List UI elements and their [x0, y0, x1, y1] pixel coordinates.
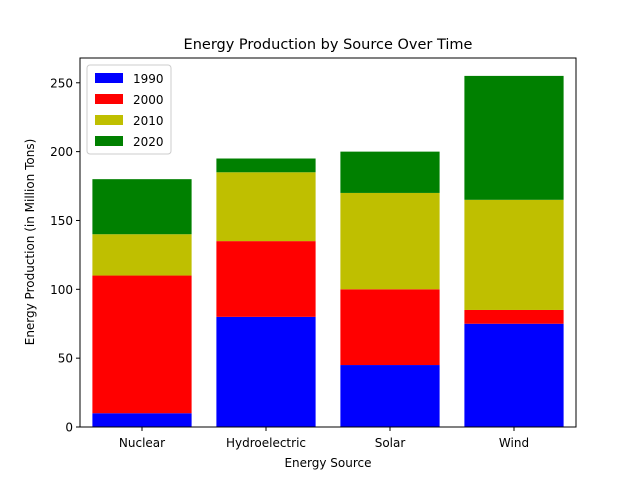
bar-solar-1990 [340, 365, 440, 427]
x-tick-label: Nuclear [119, 436, 165, 450]
bar-hydroelectric-2020 [216, 158, 316, 173]
bar-nuclear-2020 [92, 179, 192, 235]
legend-swatch-2010 [95, 115, 123, 125]
bar-wind-2000 [464, 309, 564, 324]
bar-nuclear-2010 [92, 234, 192, 276]
x-tick-label: Wind [499, 436, 529, 450]
bars-layer [92, 75, 564, 427]
y-tick-label: 50 [58, 352, 73, 366]
bar-wind-1990 [464, 323, 564, 427]
legend-label-2020: 2020 [133, 135, 164, 149]
plot-frame [79, 57, 577, 428]
bar-hydroelectric-1990 [216, 316, 316, 427]
chart-title: Energy Production by Source Over Time [184, 37, 473, 53]
legend-swatch-1990 [95, 73, 123, 83]
y-tick-label: 0 [65, 421, 73, 435]
legend-box [86, 64, 172, 155]
legend-swatch-2020 [95, 136, 123, 146]
legend-label-2000: 2000 [133, 93, 164, 107]
bar-hydroelectric-2000 [216, 241, 316, 317]
bar-nuclear-1990 [92, 413, 192, 427]
axes-layer: 0 50 100 150 200 250 Nuclear Hydroelectric Solar… [50, 57, 577, 450]
y-tick-label: 250 [50, 76, 73, 90]
bar-solar-2020 [340, 151, 440, 193]
y-axis-label: Energy Production (in Million Tons) [23, 139, 37, 346]
legend: 1990 2000 2010 2020 [86, 64, 172, 155]
bar-hydroelectric-2010 [216, 172, 316, 242]
legend-swatch-2000 [95, 94, 123, 104]
bar-solar-2010 [340, 192, 440, 290]
bar-wind-2020 [464, 75, 564, 200]
y-tick-label: 200 [50, 145, 73, 159]
x-axis-label: Energy Source [284, 456, 371, 470]
x-tick-label: Solar [375, 436, 406, 450]
y-tick-label: 100 [50, 283, 73, 297]
bar-solar-2000 [340, 289, 440, 366]
x-tick-label: Hydroelectric [226, 436, 306, 450]
bar-wind-2010 [464, 199, 564, 310]
y-tick-label: 150 [50, 214, 73, 228]
bar-nuclear-2000 [92, 275, 192, 414]
legend-label-2010: 2010 [133, 114, 164, 128]
legend-label-1990: 1990 [133, 72, 164, 86]
